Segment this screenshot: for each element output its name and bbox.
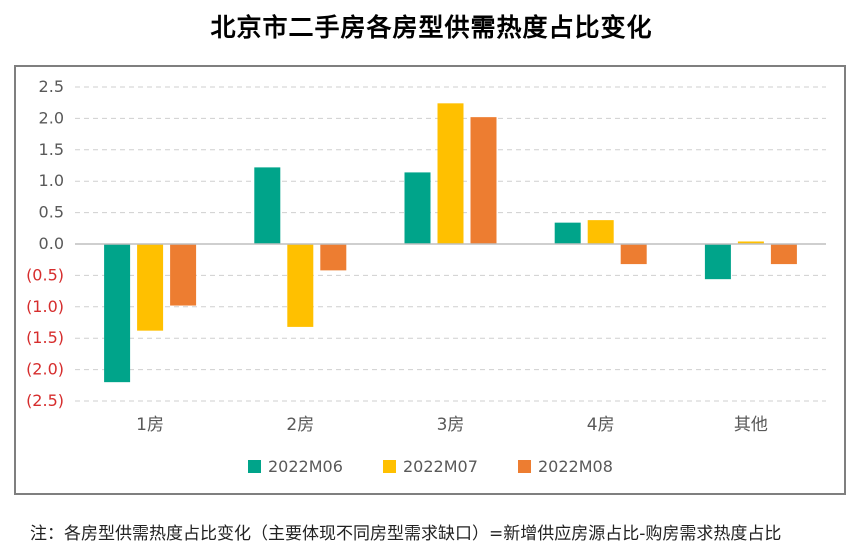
bar bbox=[287, 244, 314, 327]
x-category-label: 4房 bbox=[587, 415, 615, 435]
legend-swatch bbox=[248, 460, 261, 473]
y-tick-label: 0.5 bbox=[39, 203, 64, 222]
legend-swatch bbox=[383, 460, 396, 473]
y-tick-label: 1.5 bbox=[39, 140, 64, 159]
bar bbox=[554, 222, 581, 244]
legend-swatch bbox=[518, 460, 531, 473]
bar bbox=[770, 244, 797, 265]
bar bbox=[737, 241, 764, 244]
bar bbox=[104, 244, 131, 383]
bar bbox=[620, 244, 647, 265]
bar bbox=[320, 244, 347, 271]
chart-frame bbox=[14, 65, 846, 495]
chart-footnote: 注：各房型供需热度占比变化（主要体现不同房型需求缺口）=新增供应房源占比-购房需… bbox=[30, 524, 782, 544]
x-category-label: 3房 bbox=[437, 415, 465, 435]
y-tick-label: (1.0) bbox=[26, 297, 64, 316]
bar bbox=[170, 244, 197, 306]
y-tick-label: (2.5) bbox=[26, 391, 64, 410]
bar bbox=[404, 172, 431, 244]
legend-label: 2022M08 bbox=[538, 457, 613, 476]
x-category-label: 1房 bbox=[136, 415, 164, 435]
bar bbox=[704, 244, 731, 280]
legend-label: 2022M06 bbox=[268, 457, 343, 476]
y-tick-label: 2.0 bbox=[39, 108, 64, 127]
y-tick-label: 1.0 bbox=[39, 171, 64, 190]
bar bbox=[137, 244, 164, 331]
y-tick-label: (1.5) bbox=[26, 328, 64, 347]
bar bbox=[437, 103, 464, 244]
y-tick-label: 2.5 bbox=[39, 77, 64, 96]
legend-label: 2022M07 bbox=[403, 457, 478, 476]
x-category-label: 2房 bbox=[286, 415, 314, 435]
chart-title: 北京市二手房各房型供需热度占比变化 bbox=[210, 13, 653, 42]
y-tick-label: 0.0 bbox=[39, 234, 64, 253]
x-category-label: 其他 bbox=[734, 415, 768, 435]
bar bbox=[470, 117, 497, 244]
bar bbox=[587, 220, 614, 244]
y-tick-label: (2.0) bbox=[26, 360, 64, 379]
y-tick-label: (0.5) bbox=[26, 265, 64, 284]
bar bbox=[254, 167, 281, 244]
